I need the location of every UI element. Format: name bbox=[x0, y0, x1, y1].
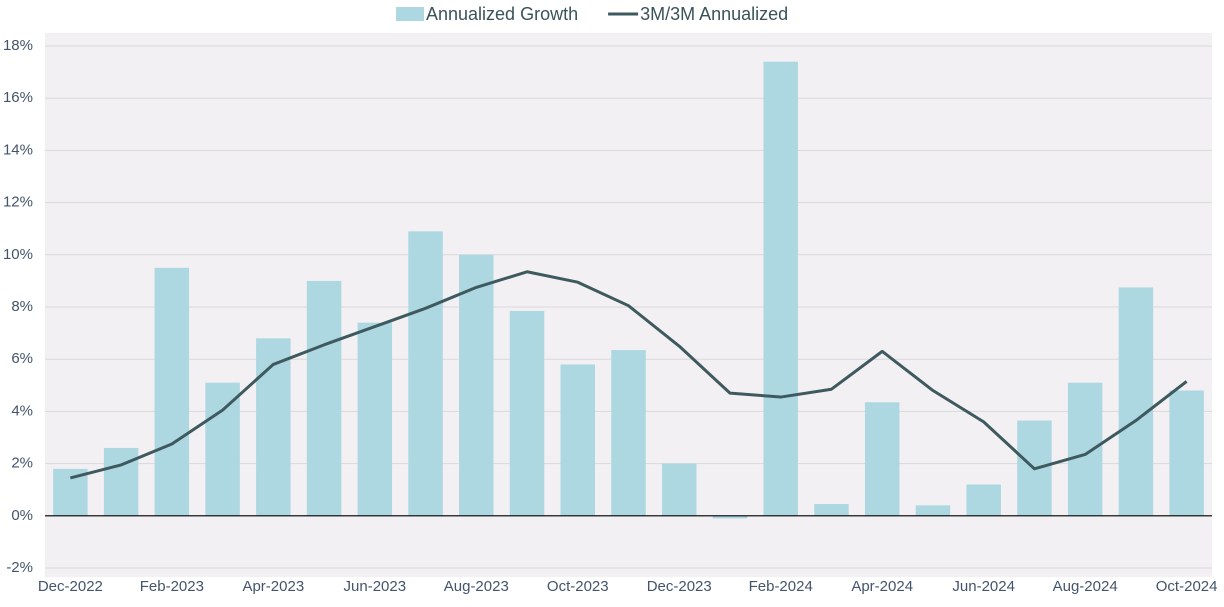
x-tick-label: Aug-2024 bbox=[1053, 578, 1118, 595]
bar bbox=[154, 267, 190, 516]
x-tick-label: Oct-2023 bbox=[547, 578, 609, 595]
bar bbox=[1118, 287, 1154, 516]
legend-swatch bbox=[396, 7, 424, 21]
y-tick-label: 0% bbox=[11, 507, 33, 524]
x-tick-label: Aug-2023 bbox=[444, 578, 509, 595]
bar bbox=[661, 463, 697, 516]
x-tick-label: Dec-2023 bbox=[647, 578, 712, 595]
bar bbox=[408, 231, 443, 516]
bar bbox=[966, 484, 1001, 516]
y-tick-label: 18% bbox=[3, 37, 33, 54]
bar bbox=[256, 338, 291, 516]
bar bbox=[205, 382, 240, 516]
bar bbox=[611, 350, 646, 516]
legend: Annualized Growth 3M/3M Annualized bbox=[396, 4, 788, 24]
line bbox=[69, 270, 1188, 480]
bar bbox=[1067, 382, 1103, 516]
bar bbox=[1169, 390, 1204, 516]
legend-label: Annualized Growth bbox=[426, 4, 578, 24]
x-tick-label: Apr-2024 bbox=[851, 578, 913, 595]
y-tick-label: 8% bbox=[11, 298, 33, 315]
bar bbox=[814, 504, 849, 516]
x-tick-label: Jun-2024 bbox=[952, 578, 1015, 595]
y-tick-label: 12% bbox=[3, 194, 33, 211]
y-tick-label: 4% bbox=[11, 402, 33, 419]
legend-label: 3M/3M Annualized bbox=[640, 4, 788, 24]
x-tick-label: Apr-2023 bbox=[242, 578, 304, 595]
y-tick-label: -2% bbox=[6, 559, 33, 576]
y-tick-label: 14% bbox=[3, 141, 33, 158]
bar bbox=[509, 310, 545, 516]
x-tick-label: Feb-2023 bbox=[140, 578, 204, 595]
bar bbox=[103, 447, 139, 516]
y-tick-label: 2% bbox=[11, 455, 33, 472]
x-tick-label: Oct-2024 bbox=[1156, 578, 1218, 595]
y-tick-label: 16% bbox=[3, 89, 33, 106]
y-tick-label: 6% bbox=[11, 350, 33, 367]
bar bbox=[915, 505, 951, 516]
x-tick-label: Feb-2024 bbox=[749, 578, 813, 595]
bar bbox=[763, 61, 798, 516]
bar bbox=[459, 254, 494, 516]
y-tick-label: 10% bbox=[3, 246, 33, 263]
bar bbox=[560, 364, 596, 516]
bar bbox=[712, 515, 748, 519]
bar bbox=[306, 280, 342, 516]
bar bbox=[357, 322, 393, 516]
bar bbox=[864, 402, 900, 516]
x-tick-label: Jun-2023 bbox=[344, 578, 407, 595]
x-tick-label: Dec-2022 bbox=[38, 578, 103, 595]
